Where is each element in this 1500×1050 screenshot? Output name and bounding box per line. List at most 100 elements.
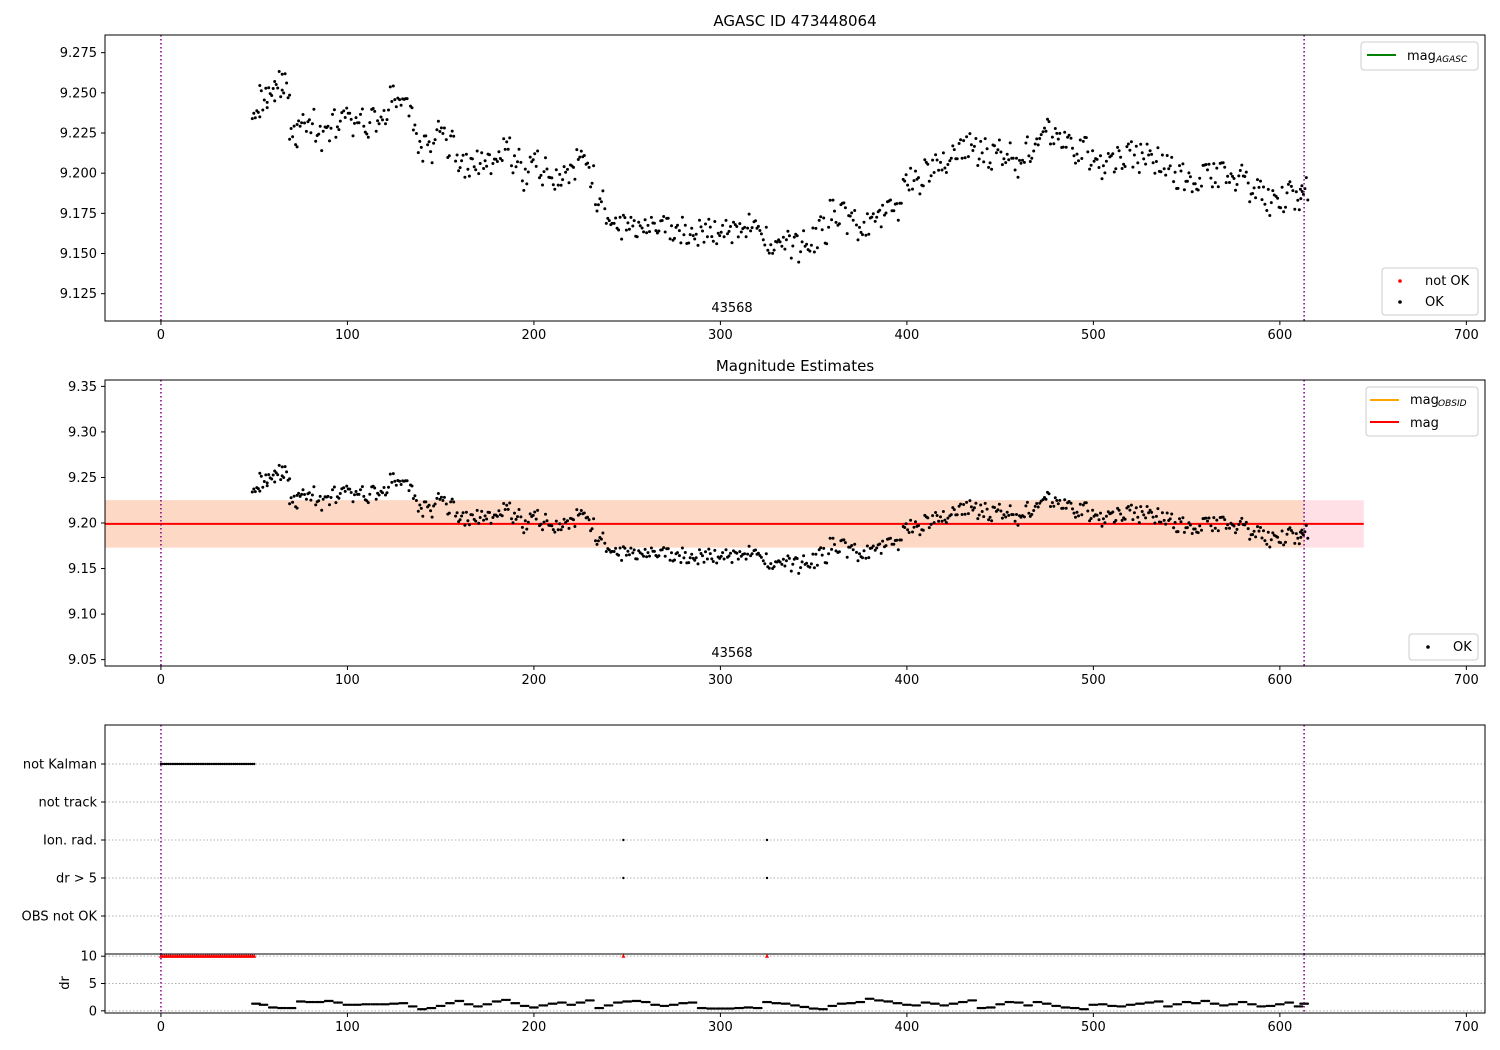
data-point [1299,535,1303,539]
data-point [567,181,571,185]
dr-point [834,1004,838,1008]
data-point [759,555,763,559]
data-point [586,161,590,165]
data-point [1050,501,1054,505]
dr-point [900,1002,903,1005]
data-point [488,511,491,514]
data-point [862,220,866,224]
data-point [1022,160,1026,164]
data-point [503,508,507,511]
data-point [326,124,330,128]
data-point [983,501,987,505]
data-point [1215,166,1219,170]
data-point [764,225,768,229]
data-point [1210,529,1214,533]
flag-point [230,762,233,766]
data-point [1224,526,1228,530]
data-point [1168,517,1172,521]
data-point [494,157,498,161]
data-point [528,512,532,516]
data-point [1235,183,1239,186]
data-point [996,508,1000,512]
data-point [1086,509,1090,513]
data-point [277,463,281,467]
data-point [506,507,510,511]
data-point [786,554,790,558]
data-point [253,490,257,494]
data-point [1224,181,1228,185]
x-tick-label: 100 [335,328,360,343]
data-point [1005,152,1009,156]
flag-point [765,876,769,880]
data-point [550,524,554,528]
data-point [968,132,972,136]
data-point [528,155,532,159]
data-point [264,473,268,477]
data-point [288,93,292,97]
data-point [590,527,594,531]
data-point [348,487,352,491]
data-point [1047,120,1051,124]
dr-point [555,1002,558,1005]
data-point [1159,520,1163,524]
data-point [310,122,314,126]
data-point [391,84,395,88]
legend-label-not-ok: not OK [1425,274,1470,289]
data-point [688,233,692,237]
data-point [1075,152,1079,156]
flag-point [239,762,243,766]
data-point [851,218,855,222]
data-point [705,557,709,561]
dr-point [1301,1005,1304,1008]
data-point [795,557,799,560]
data-point [1064,145,1068,149]
data-point [435,128,439,132]
data-point [366,501,370,505]
dr-point [1077,1006,1080,1010]
data-point [640,226,644,230]
dr-point [350,1003,353,1006]
data-point [582,511,586,515]
data-point [620,558,624,562]
data-point [631,551,635,555]
data-point [607,219,611,223]
data-point [348,111,352,115]
dr-point [1151,1001,1155,1004]
data-point [923,158,927,162]
data-point [405,479,409,483]
data-point [676,551,679,555]
data-point [1269,538,1273,542]
data-point [808,249,812,253]
data-point [304,497,308,501]
data-point [572,165,575,169]
data-point [855,223,858,227]
data-point [710,235,714,239]
data-point [985,507,989,511]
data-point [881,203,885,207]
data-point [914,169,917,173]
clipped-marker [765,953,769,958]
data-point [1165,511,1169,515]
data-point [1077,159,1080,163]
data-point [618,546,622,550]
data-point [564,170,568,174]
flag-label: dr > 5 [56,872,97,887]
data-point [289,496,293,500]
data-point [447,511,451,515]
data-point [466,167,470,171]
data-point [1011,156,1015,160]
flag-point [245,762,248,766]
data-point [413,494,417,498]
data-point [842,201,846,205]
data-point [505,503,509,507]
data-point [317,499,321,503]
data-point [612,221,616,225]
data-point [965,500,969,504]
data-point [1260,198,1264,202]
data-point [1210,185,1214,189]
data-point [541,528,544,532]
legend-bottom: OK [1408,633,1479,661]
data-point [1144,516,1148,520]
data-point [861,556,864,560]
